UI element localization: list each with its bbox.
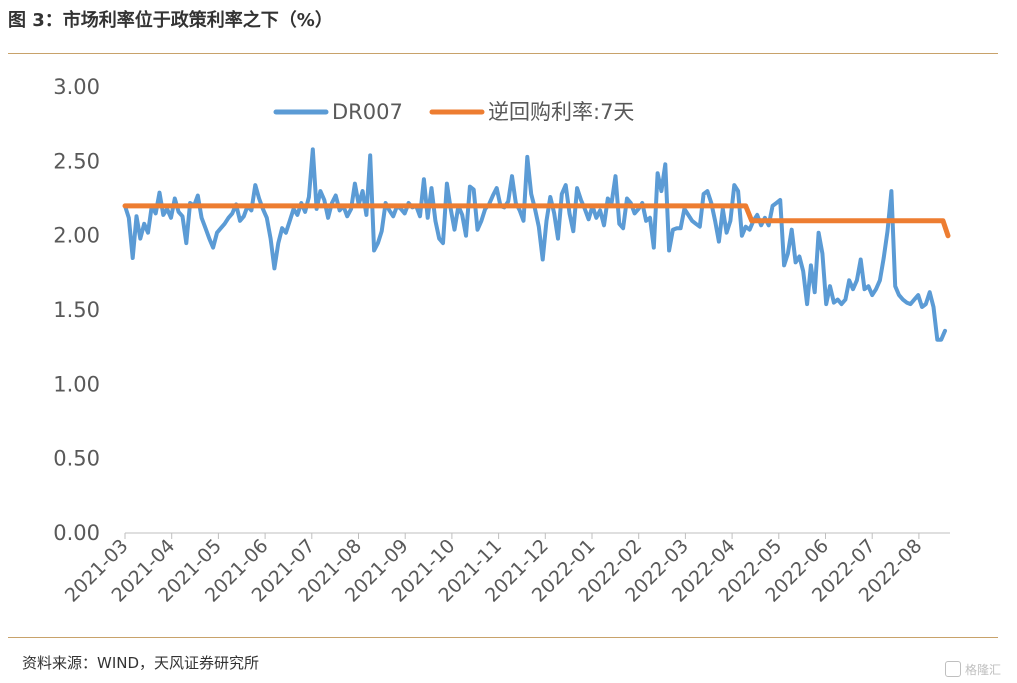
source-note: 资料来源：WIND，天风证券研究所 [22,654,260,672]
chart-series [122,147,951,342]
y-tick-label: 3.00 [53,75,100,99]
x-axis: 2021-032021-042021-052021-062021-072021-… [61,532,950,607]
y-tick-label: 2.00 [53,224,100,248]
series-line-dr007 [123,147,947,342]
watermark-text: 格隆汇 [965,662,1002,677]
watermark-icon [945,661,961,677]
watermark: 格隆汇 [945,659,1003,679]
y-tick-label: 0.00 [53,521,100,545]
y-axis: 0.00 0.50 1.00 1.50 2.00 2.50 3.00 [53,75,100,545]
chart-title: 图 3：市场利率位于政策利率之下（%） [8,10,333,31]
legend-label: 逆回购利率:7天 [488,100,634,124]
series-line-reverse-repo-7d [122,203,951,239]
chart-legend: DR007 逆回购利率:7天 [273,100,634,124]
y-tick-label: 2.50 [53,149,100,173]
header-divider [8,53,998,54]
y-tick-label: 1.00 [53,372,100,396]
y-tick-label: 1.50 [53,298,100,322]
legend-label: DR007 [332,100,403,124]
y-tick-label: 0.50 [53,447,100,471]
footer-divider [8,637,998,638]
